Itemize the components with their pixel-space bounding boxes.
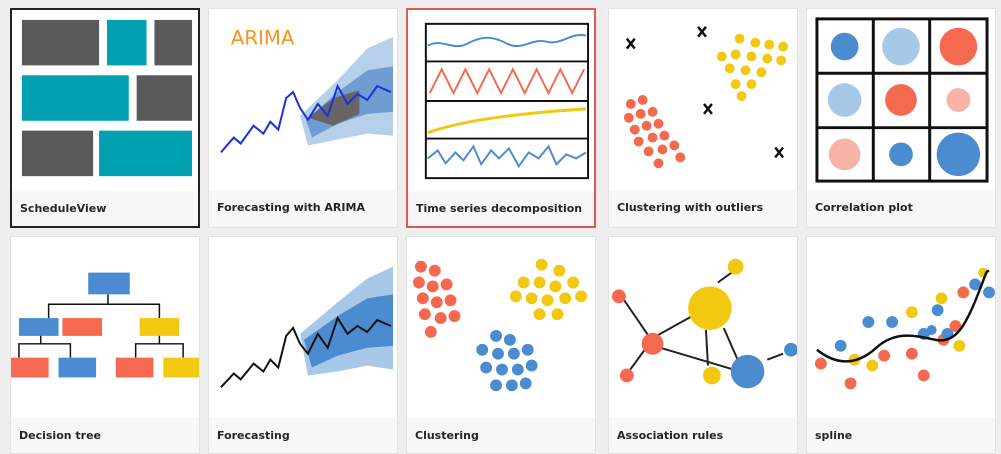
tile-label: Forecasting (209, 418, 397, 453)
thumbnail (609, 9, 797, 189)
tile[interactable]: ScheduleView (10, 8, 200, 228)
tile-label: Clustering with outliers (609, 190, 797, 227)
tile-label: Association rules (609, 418, 797, 453)
tile-label: spline (807, 418, 995, 453)
tile-label: Correlation plot (807, 190, 995, 227)
tile[interactable]: Clustering (406, 236, 596, 454)
thumbnail-text: ARIMA (231, 27, 295, 50)
thumbnail: ARIMA (209, 9, 397, 189)
tile-label: ScheduleView (12, 191, 198, 226)
thumbnail (408, 10, 596, 190)
tile-label: Time series decomposition (408, 191, 594, 226)
tile[interactable]: Clustering with outliers (608, 8, 798, 228)
tile[interactable]: Time series decomposition (406, 8, 596, 228)
thumbnail (209, 237, 397, 417)
tile-label: Forecasting with ARIMA (209, 190, 397, 227)
thumbnail (807, 237, 995, 417)
gallery: ScheduleView ARIMA Forecasting with ARIM… (0, 0, 1001, 454)
tile[interactable]: Association rules (608, 236, 798, 454)
thumbnail (407, 237, 595, 417)
tile-label: Clustering (407, 418, 595, 453)
thumbnail (11, 237, 199, 417)
thumbnail (609, 237, 797, 417)
tile[interactable]: spline (806, 236, 996, 454)
tile[interactable]: ARIMA Forecasting with ARIMA (208, 8, 398, 228)
thumbnail (807, 9, 995, 189)
tile-label: Decision tree (11, 418, 199, 453)
tile[interactable]: Correlation plot (806, 8, 996, 228)
thumbnail (12, 10, 200, 190)
tile[interactable]: Forecasting (208, 236, 398, 454)
tile[interactable]: Decision tree (10, 236, 200, 454)
